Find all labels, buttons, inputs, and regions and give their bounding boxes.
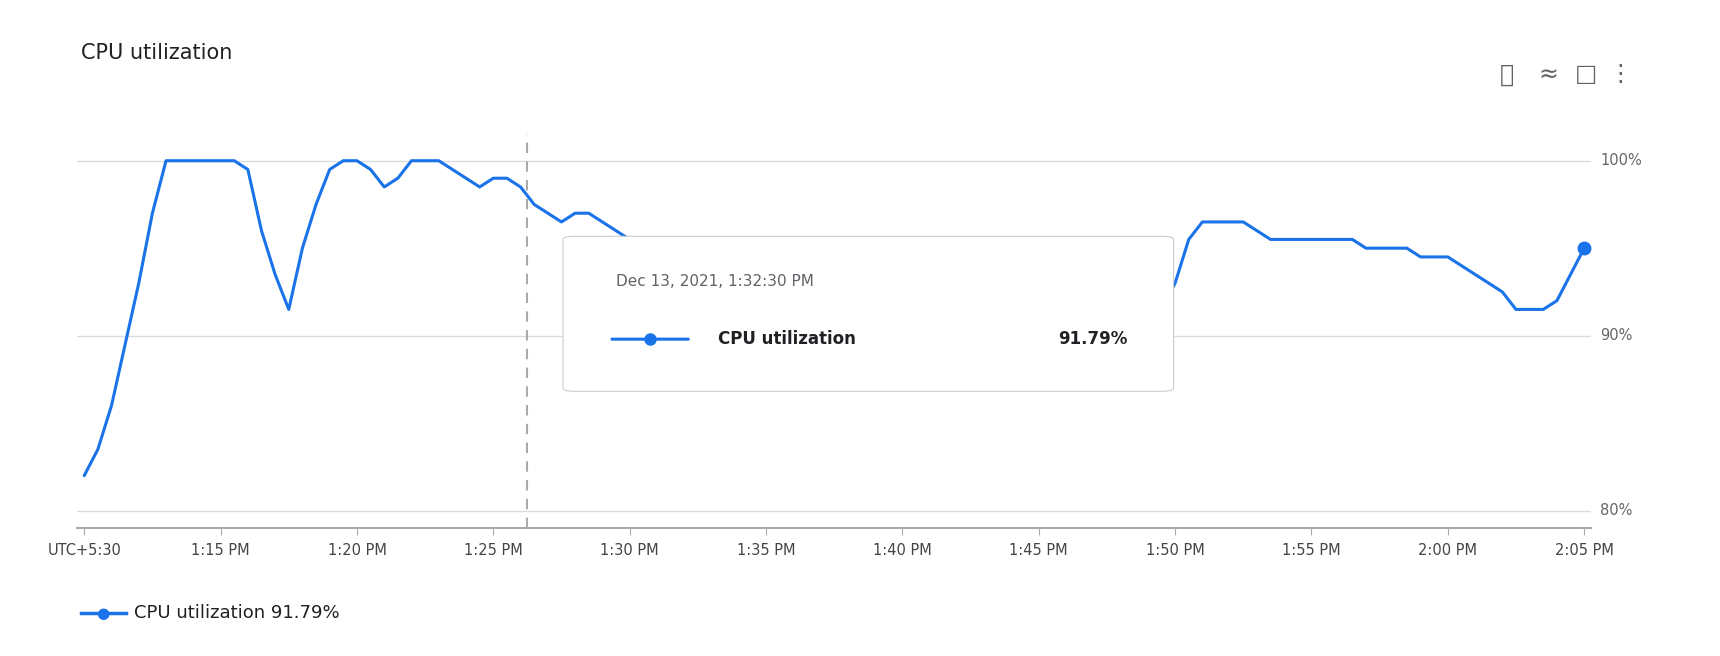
Text: ●: ● bbox=[96, 606, 110, 621]
Text: □: □ bbox=[1574, 62, 1598, 87]
Text: Dec 13, 2021, 1:32:30 PM: Dec 13, 2021, 1:32:30 PM bbox=[616, 274, 814, 289]
Text: CPU utilization: CPU utilization bbox=[719, 330, 857, 348]
Text: CPU utilization 91.79%: CPU utilization 91.79% bbox=[134, 604, 341, 623]
Text: 80%: 80% bbox=[1600, 503, 1632, 518]
Text: CPU utilization: CPU utilization bbox=[81, 43, 232, 62]
Text: ≈: ≈ bbox=[1538, 62, 1558, 87]
Text: ⌕: ⌕ bbox=[1500, 62, 1514, 87]
FancyBboxPatch shape bbox=[562, 236, 1173, 391]
Text: 91.79%: 91.79% bbox=[1058, 330, 1127, 348]
Text: ⋮: ⋮ bbox=[1608, 62, 1632, 87]
Text: 100%: 100% bbox=[1600, 154, 1643, 168]
Text: 90%: 90% bbox=[1600, 328, 1632, 343]
